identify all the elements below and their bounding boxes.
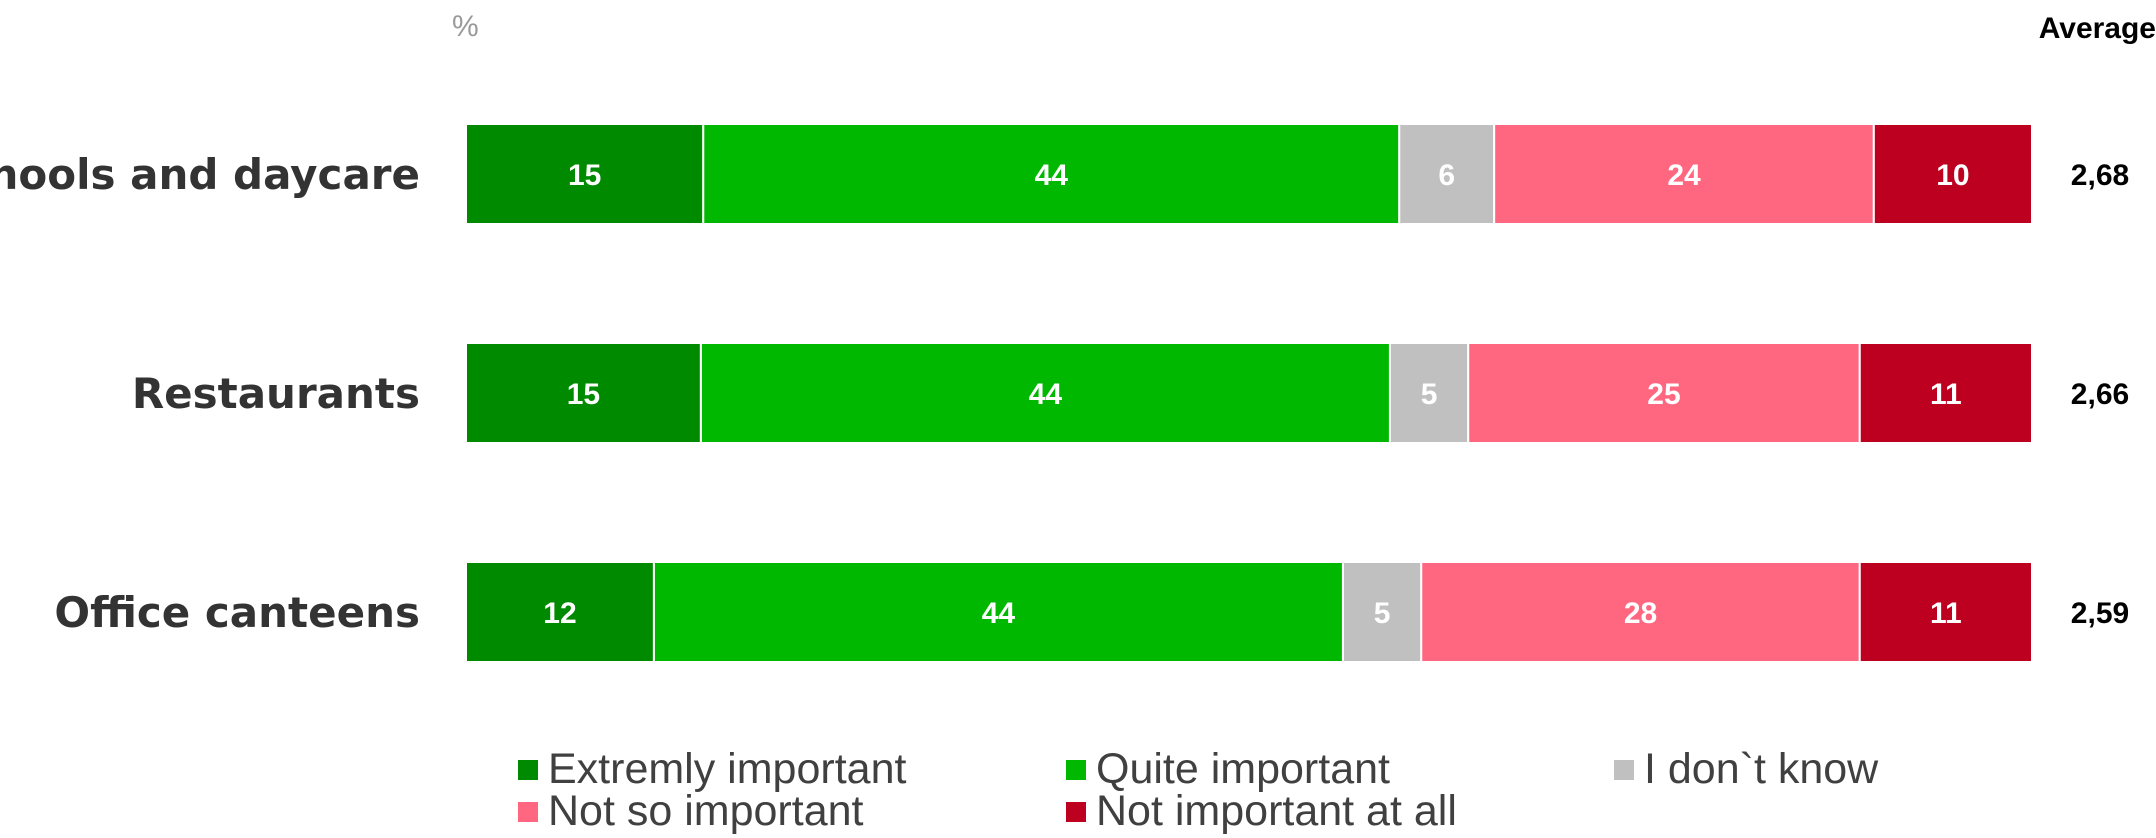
bar-segment bbox=[652, 561, 1344, 663]
data-label: 44 bbox=[1035, 159, 1069, 192]
bar-segment bbox=[465, 342, 702, 444]
legend-swatch bbox=[1066, 759, 1086, 780]
data-label: 12 bbox=[543, 597, 576, 630]
legend-item: Extremly important bbox=[518, 748, 906, 791]
average-header: Average bbox=[2038, 12, 2156, 45]
category-label: Schools and daycare bbox=[0, 150, 420, 199]
category-label: Office canteens bbox=[54, 588, 420, 637]
data-label: 11 bbox=[1930, 597, 1962, 630]
bar-segment bbox=[1872, 123, 2034, 225]
data-label: 5 bbox=[1374, 597, 1391, 630]
average-value: 2,66 bbox=[2071, 378, 2129, 411]
bar-segment bbox=[1341, 561, 1423, 663]
bar-segment bbox=[465, 123, 705, 225]
legend-item: Not important at all bbox=[1066, 790, 1457, 833]
legend-label: Not so important bbox=[548, 787, 864, 835]
legend-label: Not important at all bbox=[1096, 787, 1457, 835]
legend-swatch bbox=[518, 801, 538, 822]
data-label: 44 bbox=[1029, 378, 1063, 411]
data-label: 5 bbox=[1421, 378, 1438, 411]
bar-segment bbox=[1467, 342, 1861, 444]
legend-swatch bbox=[1614, 759, 1634, 780]
bar-segment bbox=[699, 342, 1391, 444]
average-value: 2,68 bbox=[2071, 159, 2129, 192]
bar-segment bbox=[1858, 342, 2033, 444]
legend-label: I don`t know bbox=[1644, 745, 1879, 793]
data-label: 44 bbox=[982, 597, 1016, 630]
legend-label: Extremly important bbox=[548, 745, 907, 793]
data-label: 6 bbox=[1438, 159, 1455, 192]
legend-label: Quite important bbox=[1096, 745, 1390, 793]
bar-segment bbox=[465, 561, 655, 663]
bar-segment bbox=[1420, 561, 1861, 663]
data-label: 25 bbox=[1647, 378, 1680, 411]
legend-item: I don`t know bbox=[1614, 748, 1878, 791]
legend-swatch bbox=[1066, 801, 1086, 822]
bar-segment bbox=[1858, 561, 2033, 663]
data-label: 10 bbox=[1936, 159, 1969, 192]
bar-segment bbox=[1388, 342, 1470, 444]
data-label: 28 bbox=[1624, 597, 1657, 630]
data-label: 24 bbox=[1667, 159, 1701, 192]
stacked-bar-chart: Schools and daycare 15 44 6 24 10 2,68 Restaura… bbox=[0, 123, 2129, 663]
legend-swatch bbox=[518, 759, 538, 780]
legend-item: Not so important bbox=[518, 790, 863, 833]
average-value: 2,59 bbox=[2071, 597, 2129, 630]
unit-label: % bbox=[452, 10, 479, 43]
category-label: Restaurants bbox=[132, 369, 420, 418]
data-label: 11 bbox=[1930, 378, 1962, 411]
legend-item: Quite important bbox=[1066, 748, 1390, 791]
bar-segment bbox=[1493, 123, 1875, 225]
data-label: 15 bbox=[568, 159, 601, 192]
data-label: 15 bbox=[567, 378, 600, 411]
